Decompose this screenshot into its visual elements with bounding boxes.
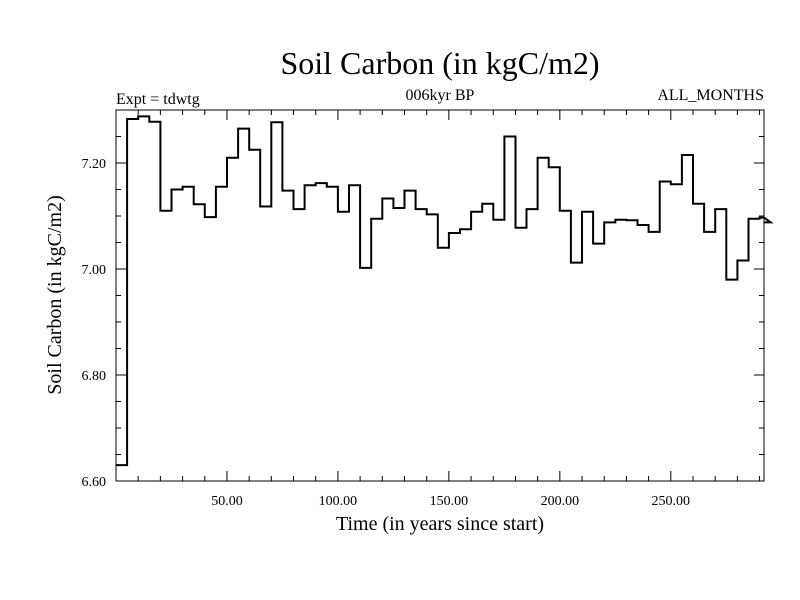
- x-axis-ticks: 50.00 100.00 150.00 200.00 250.00: [211, 110, 690, 509]
- chart-title: Soil Carbon (in kgC/m2): [280, 45, 599, 81]
- experiment-label: Expt = tdwtg: [116, 91, 200, 108]
- y-tick-label: 6.60: [82, 475, 107, 490]
- x-tick-label: 150.00: [430, 494, 469, 509]
- y-tick-label: 6.80: [82, 369, 107, 384]
- months-label: ALL_MONTHS: [657, 87, 764, 104]
- minor-ticks: [116, 110, 764, 481]
- y-tick-label: 7.20: [82, 157, 107, 172]
- y-axis-label: Soil Carbon (in kgC/m2): [44, 195, 66, 394]
- x-tick-label: 100.00: [319, 494, 358, 509]
- plot-frame: [115, 109, 765, 482]
- x-tick-label: 200.00: [541, 494, 580, 509]
- x-tick-label: 50.00: [211, 494, 243, 509]
- y-axis-ticks: 6.60 6.80 7.00 7.20: [82, 157, 764, 490]
- x-tick-label: 250.00: [652, 494, 691, 509]
- chart-subtitle: 006kyr BP: [406, 87, 475, 104]
- series-line-soil-carbon: [116, 115, 774, 467]
- x-axis-label: Time (in years since start): [336, 513, 544, 535]
- y-tick-label: 7.00: [82, 263, 107, 278]
